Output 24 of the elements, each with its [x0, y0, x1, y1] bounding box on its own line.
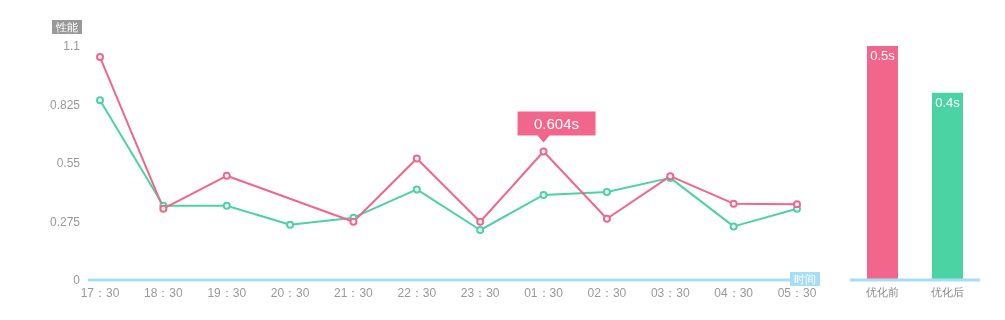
x-tick-label: 17：30 [80, 285, 120, 300]
x-tick-label: 20：30 [270, 285, 310, 300]
x-tick-label: 04：30 [714, 285, 754, 300]
y-tick-label: 0.275 [49, 214, 81, 229]
x-tick-label: 02：30 [587, 285, 627, 300]
x-tick-label: 01：30 [524, 285, 564, 300]
x-tick-label: 18：30 [144, 285, 184, 300]
y-tick-label: 0 [73, 273, 81, 288]
y-tick-label: 0.825 [49, 97, 81, 112]
annotation: 0.604s [534, 114, 580, 132]
x-tick-label: 优化前 [866, 285, 899, 298]
x-tick-label: 21：30 [334, 285, 374, 300]
x-tick-label: 05：30 [777, 285, 817, 300]
data-label: 0.4s [935, 95, 961, 111]
x-tick-label: 23：30 [460, 285, 500, 300]
x-tick-label: 优化后 [931, 285, 964, 298]
y-tick-label: 1.1 [63, 39, 81, 54]
x-tick-label: 19：30 [207, 285, 247, 300]
y-tick-label: 0.55 [56, 156, 81, 171]
x-axis-title: 时间 [790, 272, 820, 286]
x-tick-label: 03：30 [650, 285, 690, 300]
data-label: 0.5s [870, 48, 896, 64]
x-tick-label: 22：30 [397, 285, 437, 300]
y-axis-title: 性能 [52, 20, 82, 34]
